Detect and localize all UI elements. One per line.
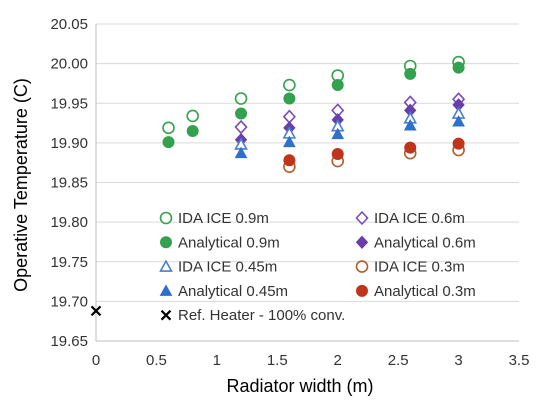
legend-item: IDA ICE 0.3m <box>355 259 465 276</box>
data-point <box>235 107 248 120</box>
data-point <box>452 137 465 150</box>
data-point <box>234 146 248 159</box>
legend-item: Analytical 0.6m <box>355 234 476 251</box>
legend-marker <box>356 284 368 297</box>
x-tick-label: 2 <box>334 352 342 369</box>
legend-label: Analytical 0.9m <box>178 234 280 251</box>
legend-item: IDA ICE 0.6m <box>355 210 465 227</box>
legend-marker <box>160 236 172 249</box>
legend-marker <box>160 309 172 321</box>
data-point <box>283 92 296 105</box>
x-axis-label: Radiator width (m) <box>226 376 373 396</box>
legend-label: IDA ICE 0.9m <box>178 210 269 227</box>
legend-item: Analytical 0.45m <box>159 283 288 300</box>
data-point <box>331 127 345 140</box>
legend-item: IDA ICE 0.9m <box>159 210 269 227</box>
legend-label: Analytical 0.45m <box>178 283 288 300</box>
x-tick-label: 1.5 <box>267 352 288 369</box>
data-point <box>283 135 296 148</box>
legend-label: Analytical 0.3m <box>374 283 476 300</box>
x-tick-label: 1 <box>213 352 221 369</box>
y-tick-label: 20.00 <box>50 56 88 73</box>
legend: IDA ICE 0.9m IDA ICE 0.6m Analytical 0.9m A… <box>159 210 476 324</box>
data-point <box>186 109 199 123</box>
legend-marker <box>355 260 369 273</box>
legend-label: Analytical 0.6m <box>374 234 476 251</box>
legend-item: Ref. Heater - 100% conv. <box>160 307 345 324</box>
x-tick-label: 3.5 <box>509 352 530 369</box>
axes <box>95 24 519 342</box>
data-point <box>234 92 248 105</box>
y-tick-label: 19.90 <box>50 135 88 152</box>
data-point <box>283 154 296 167</box>
data-point <box>162 121 175 135</box>
tick-labels: 19.65 19.70 19.75 19.80 19.85 19.90 19.95 20.00… <box>50 16 529 369</box>
y-tick-label: 19.80 <box>50 214 88 231</box>
data-point <box>452 61 465 74</box>
data-point <box>404 141 417 154</box>
data-point <box>403 118 417 131</box>
data-point <box>452 114 465 127</box>
data-point <box>331 79 344 92</box>
x-tick-label: 3 <box>454 352 462 369</box>
data-point <box>90 305 102 317</box>
data-point <box>331 147 344 160</box>
legend-item: Analytical 0.3m <box>356 283 476 300</box>
legend-marker <box>159 259 173 272</box>
x-tick-label: 0.5 <box>146 352 167 369</box>
legend-item: IDA ICE 0.45m <box>159 259 277 276</box>
y-tick-label: 19.75 <box>50 254 88 271</box>
y-tick-label: 19.95 <box>50 95 88 112</box>
data-point <box>186 124 199 137</box>
data-point <box>282 109 296 124</box>
data-point <box>234 119 248 135</box>
legend-marker <box>355 210 369 226</box>
legend-label: IDA ICE 0.45m <box>178 259 277 276</box>
legend-marker <box>355 235 369 250</box>
legend-item: Analytical 0.9m <box>160 234 280 251</box>
data-point <box>404 67 417 80</box>
data-point <box>162 136 175 149</box>
data-points <box>90 55 466 317</box>
legend-marker <box>159 284 173 296</box>
legend-label: IDA ICE 0.6m <box>374 210 465 227</box>
data-point <box>283 78 296 92</box>
y-tick-label: 19.65 <box>50 333 88 350</box>
y-axis-label: Operative Temperature (C) <box>11 78 31 292</box>
x-tick-label: 0 <box>92 352 100 369</box>
legend-label: IDA ICE 0.3m <box>374 259 465 276</box>
y-tick-label: 19.85 <box>50 175 88 192</box>
y-tick-label: 19.70 <box>50 293 88 310</box>
legend-marker <box>159 211 173 225</box>
y-tick-label: 20.05 <box>50 16 88 33</box>
x-tick-label: 2.5 <box>388 352 409 369</box>
legend-label: Ref. Heater - 100% conv. <box>178 307 345 324</box>
